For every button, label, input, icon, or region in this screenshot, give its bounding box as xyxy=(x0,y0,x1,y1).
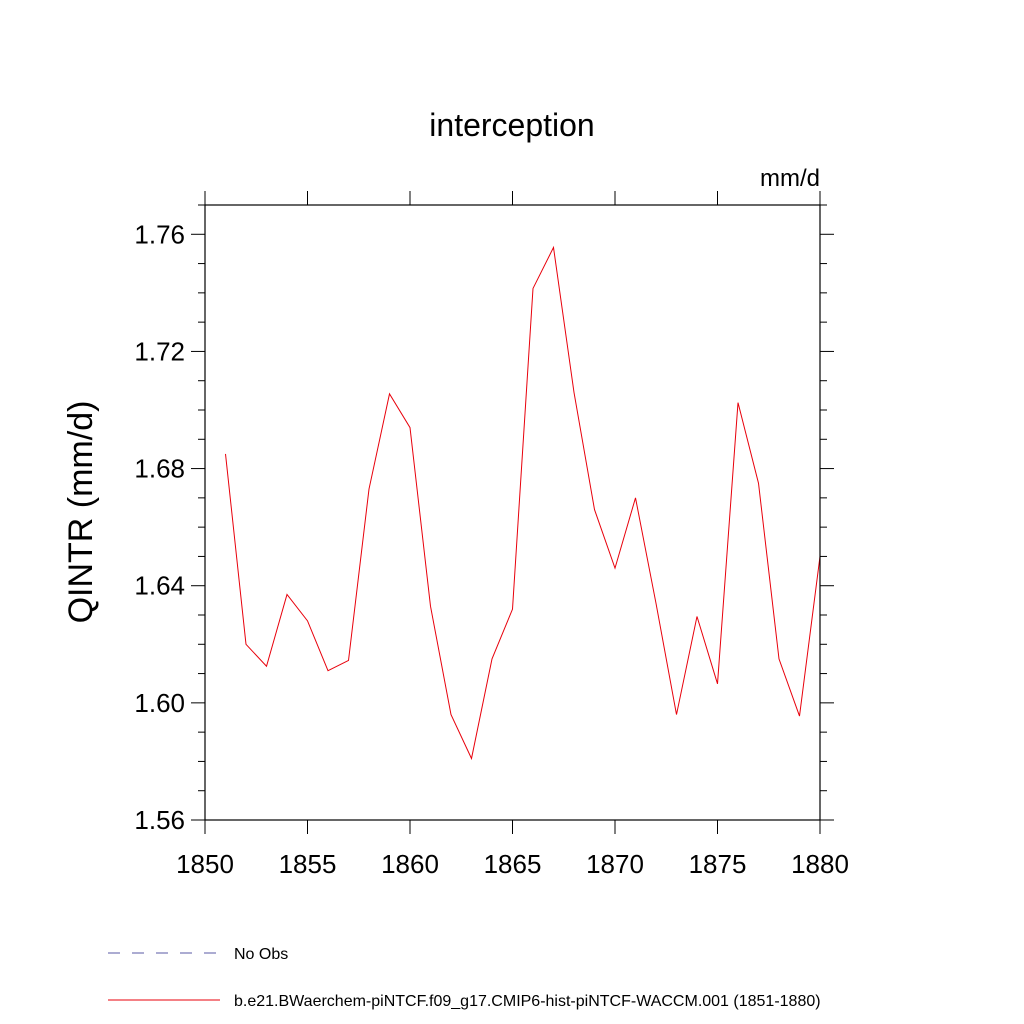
series-group xyxy=(225,245,821,761)
x-tick-label: 1875 xyxy=(689,849,747,879)
chart-title: interception xyxy=(429,107,594,143)
y-tick-label: 1.68 xyxy=(134,454,185,484)
y-tick-label: 1.60 xyxy=(134,688,185,718)
plot-frame xyxy=(204,204,821,821)
x-tick-label: 1850 xyxy=(176,849,234,879)
x-tick-label: 1855 xyxy=(279,849,337,879)
x-tick-label: 1880 xyxy=(791,849,849,879)
y-tick-label: 1.72 xyxy=(134,336,185,366)
legend: No Obs b.e21.BWaerchem-piNTCF.f09_g17.CM… xyxy=(108,946,821,1010)
y-tick-label: 1.64 xyxy=(134,571,185,601)
x-tick-label: 1860 xyxy=(381,849,439,879)
legend-label-model: b.e21.BWaerchem-piNTCF.f09_g17.CMIP6-his… xyxy=(234,993,821,1010)
y-tick-label: 1.76 xyxy=(134,219,185,249)
y-axis-label: QINTR (mm/d) xyxy=(62,401,100,624)
units-label: mm/d xyxy=(760,165,820,192)
axis-tick-labels: 1850 1855 1860 1865 1870 1875 1880 1.56 1.60 1.64… xyxy=(134,219,849,879)
x-tick-label: 1865 xyxy=(484,849,542,879)
x-tick-label: 1870 xyxy=(586,849,644,879)
legend-label-no-obs: No Obs xyxy=(234,946,288,963)
y-tick-label: 1.56 xyxy=(134,805,185,835)
series-line xyxy=(225,245,821,761)
axis-ticks xyxy=(191,191,834,834)
